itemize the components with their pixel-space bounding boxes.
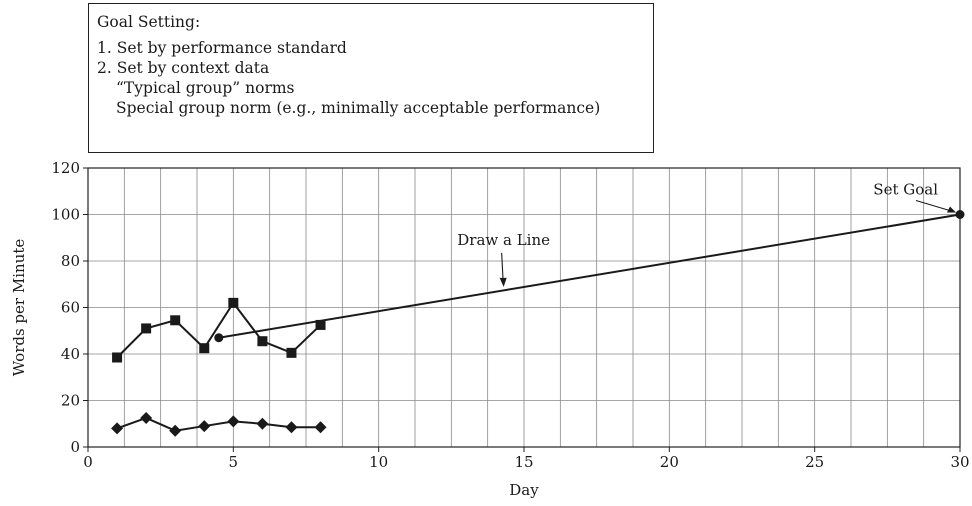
goal-item-context-data: 2. Set by context data <box>97 59 270 77</box>
aimline-segment <box>218 213 961 339</box>
y-axis-label: Words per Minute <box>10 239 28 377</box>
y-tick-label: 40 <box>61 345 80 363</box>
y-tick-label: 80 <box>61 252 80 270</box>
square-data-point <box>286 347 297 358</box>
goal-subitem-special-group: Special group norm (e.g., minimally acce… <box>116 99 601 117</box>
diamond-data-point <box>227 415 240 428</box>
aimline-start-point <box>214 333 224 343</box>
set-goal-arrowhead <box>947 206 956 213</box>
x-tick-label: 0 <box>83 453 93 471</box>
diamond-data-point <box>140 411 153 424</box>
chart-grid <box>88 168 960 447</box>
square-data-point <box>228 297 239 308</box>
y-tick-label: 100 <box>51 206 80 224</box>
diamond-data-point <box>285 421 298 434</box>
draw-a-line-arrow <box>501 252 504 282</box>
x-tick-label: 15 <box>514 453 533 471</box>
draw-a-line-label: Draw a Line <box>457 231 550 249</box>
y-tick-label: 0 <box>70 438 80 456</box>
goal-point <box>955 210 965 219</box>
diamond-data-point <box>198 420 211 433</box>
diamond-data-point <box>314 421 327 434</box>
annotations: Set Goal Draw a Line <box>457 181 956 287</box>
square-data-point <box>141 323 152 334</box>
y-tick-label: 120 <box>51 159 80 177</box>
goal-setting-heading: Goal Setting: <box>97 13 201 31</box>
goal-subitem-typical-group: “Typical group” norms <box>116 79 295 97</box>
x-tick-label: 10 <box>369 453 388 471</box>
diamond-data-point <box>111 422 124 435</box>
y-tick-label: 60 <box>61 299 80 317</box>
aimline <box>214 210 965 343</box>
goal-item-performance-standard: 1. Set by performance standard <box>97 39 347 57</box>
x-axis-label: Day <box>509 481 539 499</box>
square-data-point <box>112 352 123 363</box>
data-series <box>111 297 327 437</box>
square-data-point <box>199 343 210 354</box>
set-goal-label: Set Goal <box>873 181 938 199</box>
x-tick-label: 20 <box>660 453 679 471</box>
goal-setting-box: Goal Setting: 1. Set by performance stan… <box>88 3 654 153</box>
square-data-point <box>170 315 181 326</box>
draw-a-line-arrowhead <box>499 277 507 287</box>
set-goal-arrow <box>915 199 954 213</box>
x-tick-label: 25 <box>805 453 824 471</box>
square-data-point <box>257 336 268 347</box>
square-data-point <box>315 319 326 330</box>
axis-ticks: 0 5 10 15 20 25 30 0 20 40 60 80 100 120 <box>51 159 969 471</box>
diamond-data-point <box>256 417 269 430</box>
y-tick-label: 20 <box>61 392 80 410</box>
x-tick-label: 5 <box>229 453 239 471</box>
x-tick-label: 30 <box>950 453 969 471</box>
diamond-data-point <box>169 424 182 437</box>
